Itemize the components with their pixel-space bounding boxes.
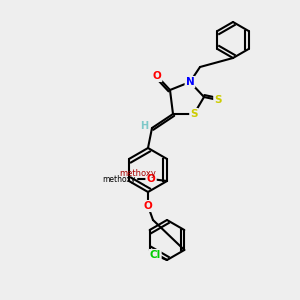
Text: H: H	[140, 121, 148, 131]
Text: methoxy: methoxy	[120, 169, 157, 178]
Text: S: S	[214, 95, 222, 105]
Text: N: N	[186, 77, 194, 87]
Text: O: O	[144, 201, 152, 211]
Text: O: O	[147, 174, 155, 184]
Text: methoxy: methoxy	[103, 175, 136, 184]
Text: O: O	[153, 71, 161, 81]
Text: S: S	[190, 109, 198, 119]
Text: Cl: Cl	[149, 250, 161, 260]
Text: O: O	[147, 174, 155, 184]
